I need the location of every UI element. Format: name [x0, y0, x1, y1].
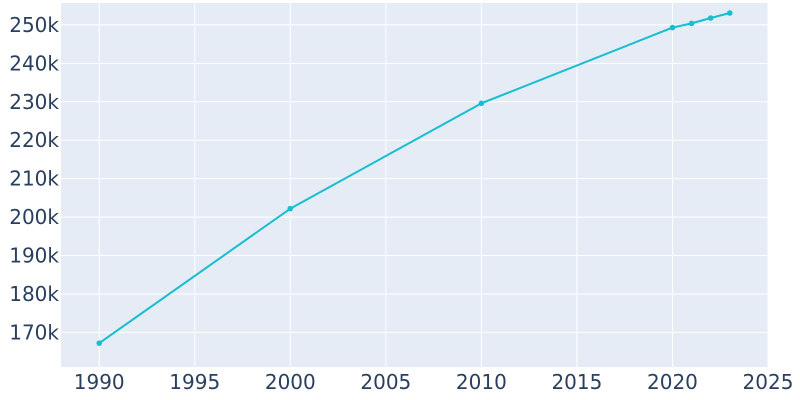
y-tick-label: 190k — [9, 244, 59, 268]
data-point[interactable] — [726, 10, 733, 16]
x-tick-label: 2020 — [647, 370, 698, 394]
data-point[interactable] — [478, 100, 485, 107]
x-tick-label: 1990 — [74, 370, 125, 394]
data-point[interactable] — [707, 15, 714, 21]
x-tick-label: 2005 — [360, 370, 411, 394]
data-point[interactable] — [96, 340, 103, 346]
x-tick-label: 1995 — [169, 370, 220, 394]
y-tick-label: 220k — [9, 128, 59, 152]
x-axis-tick-labels: 1990 1995 2000 2005 2010 2015 2020 2025 — [74, 370, 794, 394]
y-tick-label: 170k — [9, 320, 59, 344]
y-tick-label: 240k — [9, 51, 59, 75]
x-tick-label: 2015 — [551, 370, 602, 394]
x-tick-label: 2025 — [743, 370, 794, 394]
series-layer — [96, 10, 733, 346]
x-tick-label: 2000 — [265, 370, 316, 394]
y-axis-tick-labels: 170k 180k 190k 200k 210k 220k 230k 240k 250k — [9, 13, 59, 344]
y-tick-label: 180k — [9, 282, 59, 306]
y-tick-label: 210k — [9, 167, 59, 191]
data-point[interactable] — [688, 20, 695, 27]
y-tick-label: 230k — [9, 90, 59, 114]
data-point[interactable] — [287, 205, 294, 212]
x-tick-label: 2010 — [456, 370, 507, 394]
data-point[interactable] — [669, 24, 676, 31]
plot-area — [61, 3, 768, 367]
y-tick-label: 200k — [9, 205, 59, 229]
y-tick-label: 250k — [9, 13, 59, 37]
